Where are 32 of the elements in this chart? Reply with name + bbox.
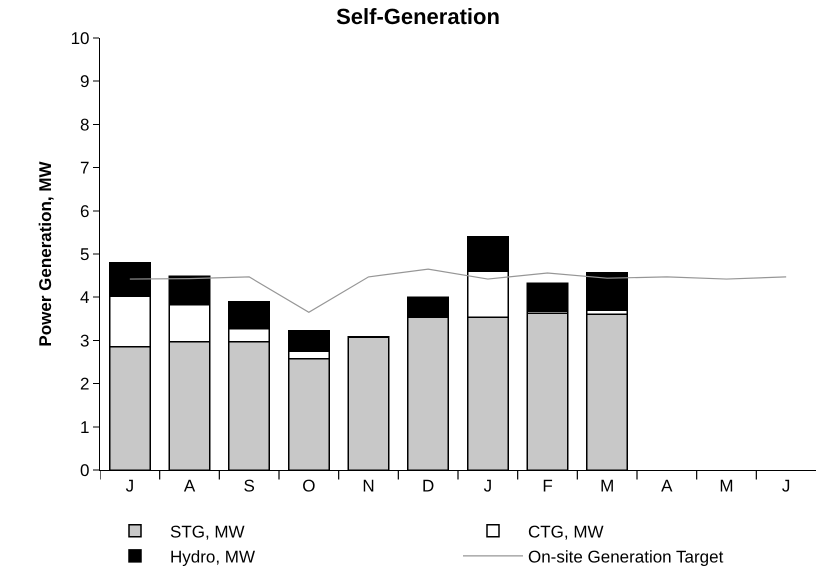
y-tick-label: 6 [80, 202, 90, 221]
legend-label: On-site Generation Target [528, 547, 724, 566]
x-tick-label: F [542, 476, 553, 496]
line-series [129, 268, 787, 313]
y-tick-label: 8 [80, 115, 90, 134]
y-tick-label: 5 [80, 244, 90, 264]
x-tick-label: A [184, 476, 196, 496]
chart-title: Self-Generation [336, 4, 500, 30]
y-tick-label: 7 [80, 158, 90, 178]
x-tick-label: J [782, 476, 790, 496]
x-tick-label: O [302, 476, 316, 496]
legend-label: CTG, MW [528, 522, 604, 542]
y-tick-label: 9 [80, 72, 90, 92]
y-tick-label: 0 [80, 460, 90, 480]
x-tick-label: M [719, 476, 734, 496]
x-tick-label: S [244, 476, 255, 496]
legend-label: Hydro, MW [170, 547, 255, 566]
x-tick-label: M [600, 476, 614, 496]
y-tick-label: 10 [70, 28, 90, 48]
y-tick-label: 1 [80, 418, 90, 437]
y-tick-label: 3 [80, 331, 90, 350]
y-tick-label: 4 [80, 288, 90, 308]
x-tick-label: N [362, 476, 375, 496]
y-tick-label: 2 [80, 374, 90, 394]
x-tick-label: J [126, 476, 134, 496]
x-tick-label: D [422, 476, 434, 496]
y-axis-title: Power Generation, MW [36, 160, 56, 347]
bar [586, 272, 628, 311]
legend-label: STG, MW [170, 522, 245, 542]
x-tick-label: J [484, 476, 492, 496]
x-tick-label: A [661, 476, 674, 496]
bar [526, 282, 569, 312]
